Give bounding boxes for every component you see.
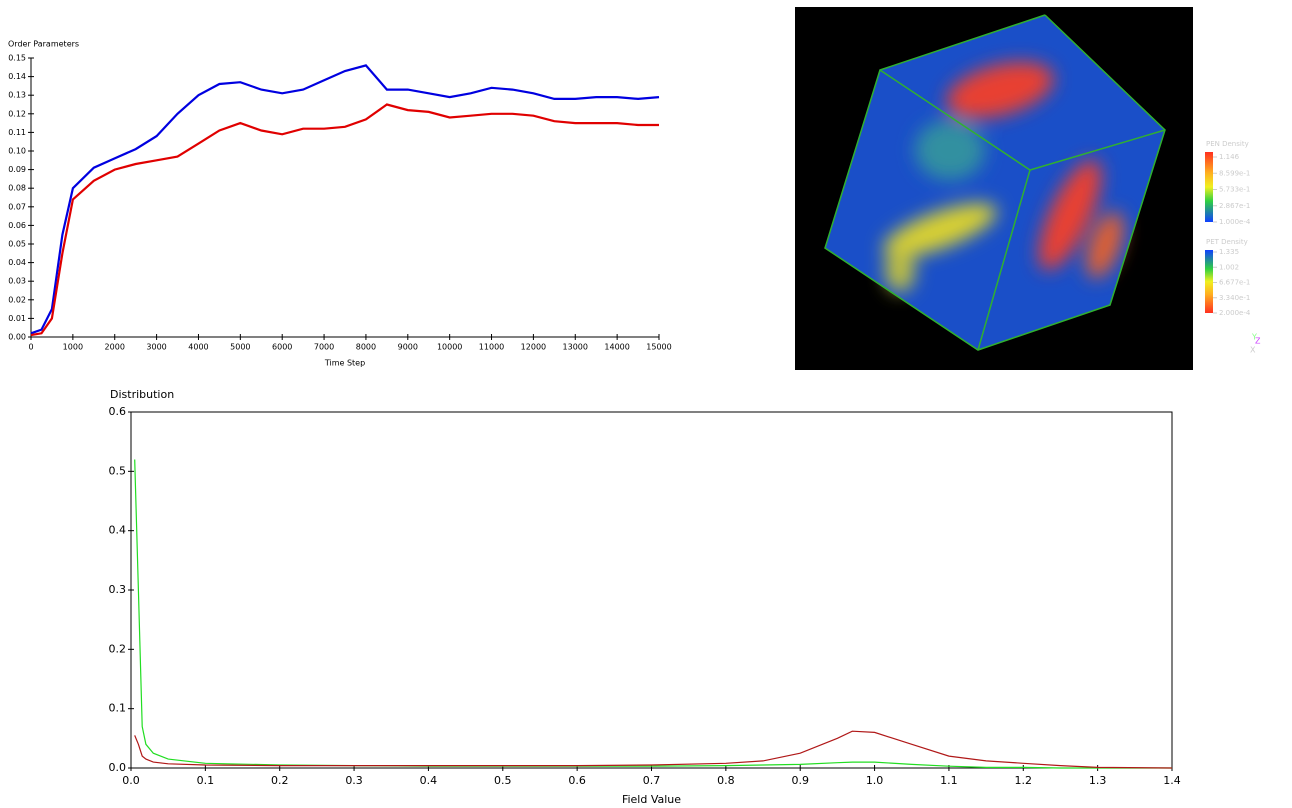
y-tick-label: 0.4 xyxy=(109,524,127,537)
x-tick-label: 11000 xyxy=(479,343,504,352)
y-tick-label: 0.09 xyxy=(8,165,26,174)
plot-frame xyxy=(131,412,1172,768)
y-tick-label: 0.13 xyxy=(8,91,26,100)
series-line xyxy=(135,460,1172,769)
y-tick-label: 0.2 xyxy=(109,642,127,655)
x-tick-label: 1000 xyxy=(63,343,83,352)
y-tick-label: 0.15 xyxy=(8,54,26,63)
x-tick-label: 15000 xyxy=(646,343,671,352)
y-tick-label: 0.1 xyxy=(109,702,127,715)
x-tick-label: 5000 xyxy=(230,343,250,352)
y-tick-label: 0.06 xyxy=(8,221,26,230)
y-tick-label: 0.00 xyxy=(8,333,26,342)
legend-title: PEN Density xyxy=(1206,140,1249,148)
colorbar-label: 5.733e-1 xyxy=(1219,186,1250,194)
axis-label: X xyxy=(1250,346,1256,355)
colorbar-label: 2.867e-1 xyxy=(1219,202,1250,210)
colorbar-label: 8.599e-1 xyxy=(1219,169,1250,177)
x-tick-label: 14000 xyxy=(604,343,629,352)
x-tick-label: 8000 xyxy=(356,343,376,352)
series-line xyxy=(31,105,659,336)
colorbar-label: 6.677e-1 xyxy=(1219,279,1250,287)
x-tick-label: 2000 xyxy=(105,343,125,352)
y-tick-label: 0.03 xyxy=(8,277,26,286)
x-tick-label: 0.4 xyxy=(420,774,438,787)
x-tick-label: 3000 xyxy=(146,343,166,352)
x-axis-label: Time Step xyxy=(324,359,365,368)
x-tick-label: 4000 xyxy=(188,343,208,352)
series-line xyxy=(31,65,659,333)
x-tick-label: 0.0 xyxy=(122,774,140,787)
y-tick-label: 0.08 xyxy=(8,184,26,193)
y-tick-label: 0.5 xyxy=(109,464,127,477)
colorbar-label: 3.340e-1 xyxy=(1219,294,1250,302)
x-axis-label: Field Value xyxy=(622,793,681,806)
y-tick-label: 0.04 xyxy=(8,258,26,267)
x-tick-label: 1.2 xyxy=(1015,774,1033,787)
x-tick-label: 12000 xyxy=(521,343,546,352)
y-tick-label: 0.12 xyxy=(8,109,26,118)
x-tick-label: 6000 xyxy=(272,343,292,352)
x-tick-label: 0.3 xyxy=(345,774,363,787)
y-tick-label: 0.10 xyxy=(8,147,26,156)
x-tick-label: 0.6 xyxy=(568,774,586,787)
x-tick-label: 0.9 xyxy=(791,774,809,787)
render-view: PEN Density PET Density Y Z X xyxy=(795,7,1261,370)
x-tick-label: 0 xyxy=(28,343,33,352)
y-tick-label: 0.05 xyxy=(8,240,26,249)
colorbar xyxy=(1205,152,1213,222)
y-axis-label: Order Parameters xyxy=(8,40,79,49)
y-tick-label: 0.3 xyxy=(109,583,127,596)
y-tick-label: 0.11 xyxy=(8,128,26,137)
colorbar-label: 1.002 xyxy=(1219,263,1239,271)
screen: PEN Density PET Density Y Z X 1.146 8.599… xyxy=(0,0,1292,808)
colorbar-label: 2.000e-4 xyxy=(1219,309,1251,317)
y-tick-label: 0.01 xyxy=(8,314,26,323)
x-tick-label: 1.3 xyxy=(1089,774,1107,787)
series-line xyxy=(135,731,1172,768)
colorbar-label: 1.000e-4 xyxy=(1219,218,1251,226)
legend-title: PET Density xyxy=(1206,238,1248,246)
x-tick-label: 9000 xyxy=(398,343,418,352)
x-tick-label: 1.4 xyxy=(1163,774,1181,787)
y-axis-label: Distribution xyxy=(110,388,174,401)
colorbar-label: 1.146 xyxy=(1219,153,1240,161)
x-tick-label: 0.7 xyxy=(643,774,661,787)
x-tick-label: 0.5 xyxy=(494,774,512,787)
y-tick-label: 0.14 xyxy=(8,72,26,81)
x-tick-label: 0.1 xyxy=(197,774,215,787)
y-tick-label: 0.02 xyxy=(8,295,26,304)
x-tick-label: 13000 xyxy=(563,343,588,352)
x-tick-label: 1.1 xyxy=(940,774,958,787)
x-tick-label: 0.8 xyxy=(717,774,735,787)
y-tick-label: 0.0 xyxy=(109,761,127,774)
x-tick-label: 10000 xyxy=(437,343,462,352)
axis-label: Z xyxy=(1255,337,1261,346)
colorbar xyxy=(1205,250,1213,313)
colorbar-label: 1.335 xyxy=(1219,248,1239,256)
y-tick-label: 0.6 xyxy=(109,405,127,418)
x-tick-label: 7000 xyxy=(314,343,334,352)
y-tick-label: 0.07 xyxy=(8,202,26,211)
x-tick-label: 0.2 xyxy=(271,774,289,787)
x-tick-label: 1.0 xyxy=(866,774,884,787)
